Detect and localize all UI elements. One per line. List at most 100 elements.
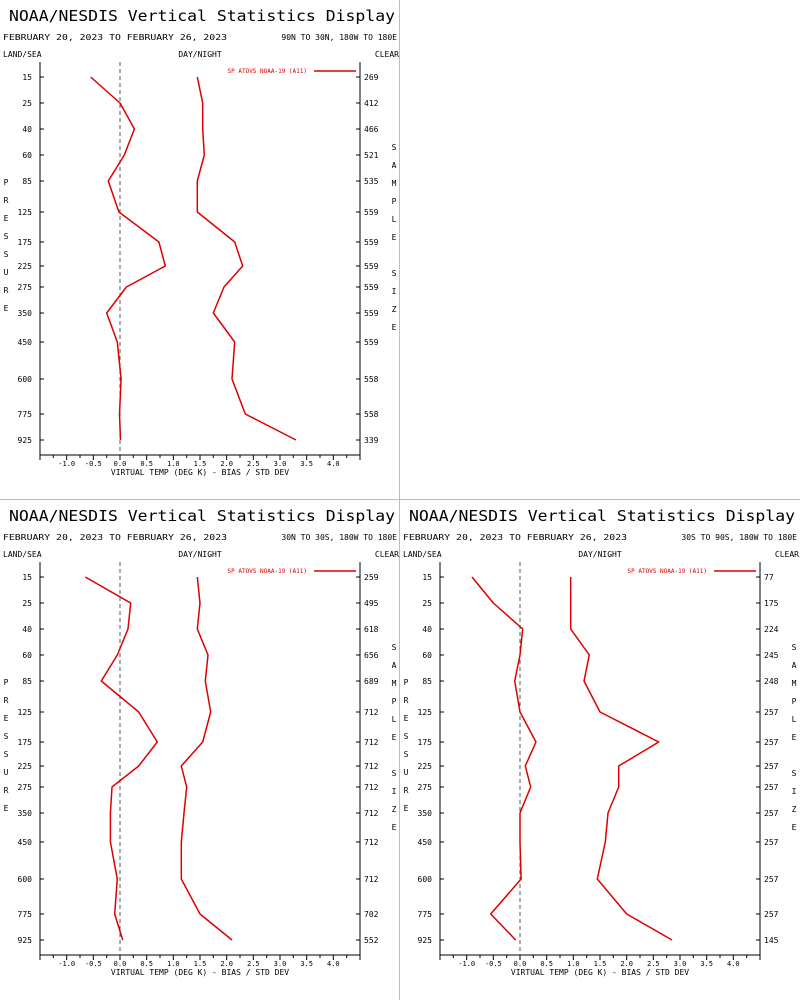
chart-title: NOAA/NESDIS Vertical Statistics Display: [409, 507, 795, 525]
sample-size-axis-letter: P: [392, 697, 397, 706]
region-label: 90N TO 30N, 180W TO 180E: [281, 33, 397, 42]
pressure-level-label: 275: [18, 283, 33, 292]
x-tick-label: 1.0: [167, 960, 180, 968]
sample-size-axis-letter: I: [392, 787, 397, 796]
land-sea-label: LAND/SEA: [3, 50, 42, 59]
x-tick-label: 3.0: [674, 960, 687, 968]
sample-size-label: 559: [364, 309, 379, 318]
pressure-axis-letter: R: [4, 196, 9, 205]
sample-size-axis-letter: S: [792, 769, 797, 778]
pressure-level-label: 450: [18, 338, 33, 347]
pressure-level-label: 175: [418, 738, 433, 747]
pressure-axis-letter: P: [404, 678, 409, 687]
bias-profile-line: [90, 76, 167, 441]
pressure-level-label: 350: [18, 309, 33, 318]
sample-size-axis-letter: M: [792, 679, 797, 688]
x-tick-label: 1.0: [567, 960, 580, 968]
chart-svg: NOAA/NESDIS Vertical Statistics Display F…: [3, 507, 399, 977]
pressure-axis-letter: R: [4, 286, 9, 295]
pressure-axis-letter: U: [404, 768, 409, 777]
pressure-axis-letter: E: [4, 804, 9, 813]
pressure-level-label: 925: [18, 436, 33, 445]
sample-size-label: 558: [364, 375, 379, 384]
sample-size-label: 712: [364, 875, 379, 884]
pressure-axis-letter: E: [4, 714, 9, 723]
sample-size-axis-letter: E: [392, 823, 397, 832]
x-tick-label: -1.0: [58, 460, 75, 468]
region-label: 30S TO 90S, 180W TO 180E: [681, 533, 797, 542]
x-axis-label: VIRTUAL TEMP (DEG K) - BIAS / STD DEV: [111, 468, 289, 477]
sample-size-axis-letter: L: [392, 215, 397, 224]
sample-size-axis-letter: I: [392, 287, 397, 296]
pressure-level-label: 40: [22, 625, 32, 634]
sample-size-label: 521: [364, 151, 379, 160]
bias-profile-line: [84, 576, 159, 941]
sample-size-label: 269: [364, 73, 379, 82]
sample-size-axis-letter: P: [792, 697, 797, 706]
sample-size-axis-letter: A: [392, 161, 397, 170]
sample-size-label: 257: [764, 738, 779, 747]
pressure-level-label: 225: [18, 762, 33, 771]
sample-size-label: 559: [364, 238, 379, 247]
pressure-level-label: 175: [18, 738, 33, 747]
x-tick-label: -0.5: [85, 960, 102, 968]
sample-size-label: 559: [364, 283, 379, 292]
x-tick-label: 2.5: [647, 960, 660, 968]
sample-size-label: 412: [364, 99, 379, 108]
x-tick-label: -1.0: [58, 960, 75, 968]
x-tick-label: 0.5: [140, 960, 153, 968]
pressure-level-label: 85: [22, 677, 32, 686]
sample-size-label: 618: [364, 625, 379, 634]
land-sea-label: LAND/SEA: [3, 550, 42, 559]
x-tick-label: 1.5: [194, 960, 207, 968]
pressure-axis-letter: S: [4, 232, 9, 241]
vertical-stats-panel-tropics: NOAA/NESDIS Vertical Statistics Display F…: [0, 500, 400, 1000]
pressure-level-label: 775: [418, 910, 433, 919]
pressure-level-label: 125: [18, 708, 33, 717]
sample-size-axis-letter: Z: [392, 805, 397, 814]
chart-svg: NOAA/NESDIS Vertical Statistics Display F…: [3, 7, 399, 477]
sample-size-label: 712: [364, 809, 379, 818]
sample-size-label: 712: [364, 762, 379, 771]
sample-size-axis-letter: A: [392, 661, 397, 670]
pressure-level-label: 350: [418, 809, 433, 818]
sample-size-label: 712: [364, 783, 379, 792]
sample-size-label: 535: [364, 177, 379, 186]
pressure-level-label: 350: [18, 809, 33, 818]
pressure-axis-letter: E: [4, 304, 9, 313]
sample-size-label: 257: [764, 762, 779, 771]
x-tick-label: 3.0: [274, 460, 287, 468]
pressure-level-label: 450: [18, 838, 33, 847]
x-tick-label: 2.0: [220, 460, 233, 468]
sample-size-label: 712: [364, 708, 379, 717]
std_dev-profile-line: [569, 577, 673, 941]
sample-size-axis-letter: E: [792, 733, 797, 742]
pressure-axis-letter: P: [4, 678, 9, 687]
pressure-axis-letter: U: [4, 268, 9, 277]
sample-size-axis-letter: L: [392, 715, 397, 724]
pressure-level-label: 15: [22, 573, 32, 582]
pressure-axis-letter: S: [404, 732, 409, 741]
x-tick-label: 2.0: [620, 960, 633, 968]
sample-size-label: 702: [364, 910, 379, 919]
sample-size-label: 712: [364, 838, 379, 847]
x-tick-label: 3.5: [300, 460, 313, 468]
x-tick-label: 2.5: [247, 960, 260, 968]
x-tick-label: -1.0: [458, 960, 475, 968]
sample-size-label: 257: [764, 838, 779, 847]
pressure-axis-letter: S: [4, 750, 9, 759]
x-tick-label: -0.5: [85, 460, 102, 468]
pressure-axis-letter: P: [4, 178, 9, 187]
pressure-level-label: 175: [18, 238, 33, 247]
sample-size-label: 559: [364, 262, 379, 271]
sample-size-axis-letter: S: [392, 769, 397, 778]
pressure-level-label: 225: [18, 262, 33, 271]
x-tick-label: 0.0: [114, 460, 127, 468]
pressure-level-label: 25: [422, 599, 432, 608]
x-tick-label: 2.5: [247, 460, 260, 468]
sample-size-axis-letter: L: [792, 715, 797, 724]
day-night-label: DAY/NIGHT: [178, 50, 222, 59]
std_dev-profile-line: [196, 76, 297, 441]
pressure-level-label: 40: [22, 125, 32, 134]
sample-size-axis-letter: M: [392, 679, 397, 688]
